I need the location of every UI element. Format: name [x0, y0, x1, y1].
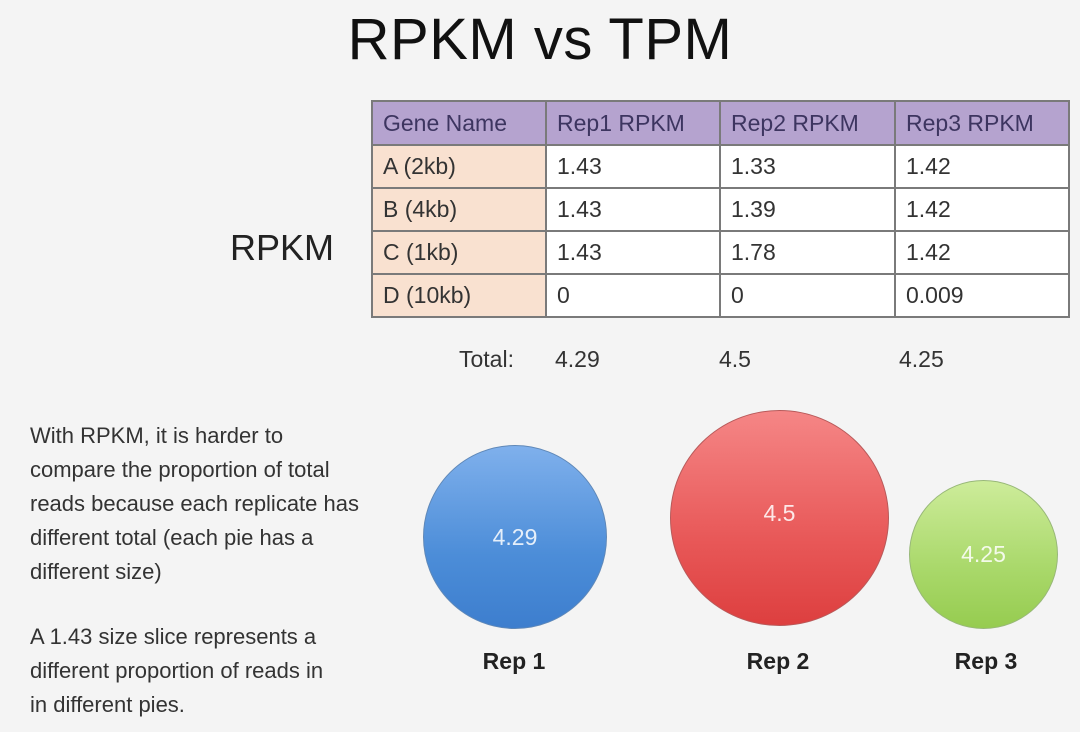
- explanation-paragraph-2: A 1.43 size slice represents a different…: [30, 620, 420, 722]
- gene-cell: A (2kb): [371, 144, 547, 189]
- header-rep2: Rep2 RPKM: [719, 100, 896, 146]
- header-rep3: Rep3 RPKM: [894, 100, 1070, 146]
- pie-value: 4.29: [492, 523, 538, 550]
- total-rep1: 4.29: [555, 346, 600, 372]
- value-cell: 1.33: [719, 144, 896, 189]
- explanation-paragraph-1: With RPKM, it is harder to compare the p…: [30, 419, 420, 589]
- pie-label-rep1: Rep 1: [482, 648, 546, 674]
- text-line: reads because each replicate has: [30, 491, 359, 516]
- value-cell: 0: [719, 273, 896, 318]
- value-cell: 1.42: [894, 230, 1070, 275]
- pie-label-rep3: Rep 3: [954, 648, 1018, 674]
- pie-rep3: 4.25: [909, 480, 1058, 629]
- value-cell: 0.009: [894, 273, 1070, 318]
- text-line: different total (each pie has a: [30, 525, 314, 550]
- header-rep1: Rep1 RPKM: [545, 100, 721, 146]
- gene-cell: B (4kb): [371, 187, 547, 232]
- text-line: A 1.43 size slice represents a: [30, 624, 317, 649]
- table-row: B (4kb) 1.43 1.39 1.42: [371, 187, 1070, 232]
- totals-label: Total:: [459, 346, 514, 372]
- header-gene-name: Gene Name: [371, 100, 547, 146]
- rpkm-table: Gene Name Rep1 RPKM Rep2 RPKM Rep3 RPKM …: [371, 100, 1070, 318]
- pie-label-rep2: Rep 2: [746, 648, 810, 674]
- text-line: With RPKM, it is harder to: [30, 423, 284, 448]
- value-cell: 1.43: [545, 144, 721, 189]
- slide-title: RPKM vs TPM: [347, 7, 733, 72]
- pie-value: 4.25: [961, 541, 1006, 567]
- value-cell: 1.42: [894, 187, 1070, 232]
- text-line: in different pies.: [30, 692, 185, 717]
- table-row: A (2kb) 1.43 1.33 1.42: [371, 144, 1070, 189]
- rpkm-side-label: RPKM: [230, 227, 335, 268]
- gene-cell: D (10kb): [371, 273, 547, 318]
- text-line: different proportion of reads in: [30, 658, 324, 683]
- value-cell: 1.42: [894, 144, 1070, 189]
- value-cell: 1.39: [719, 187, 896, 232]
- gene-cell: C (1kb): [371, 230, 547, 275]
- table-header-row: Gene Name Rep1 RPKM Rep2 RPKM Rep3 RPKM: [371, 100, 1070, 146]
- value-cell: 0: [545, 273, 721, 318]
- table-row: D (10kb) 0 0 0.009: [371, 273, 1070, 318]
- text-line: different size): [30, 559, 162, 584]
- pie-rep2: 4.5: [670, 410, 889, 626]
- value-cell: 1.43: [545, 230, 721, 275]
- total-rep2: 4.5: [719, 346, 751, 372]
- value-cell: 1.78: [719, 230, 896, 275]
- total-rep3: 4.25: [899, 346, 944, 372]
- value-cell: 1.43: [545, 187, 721, 232]
- pie-rep1: 4.29: [423, 445, 607, 629]
- pie-value: 4.5: [763, 499, 796, 526]
- text-line: compare the proportion of total: [30, 457, 330, 482]
- table-row: C (1kb) 1.43 1.78 1.42: [371, 230, 1070, 275]
